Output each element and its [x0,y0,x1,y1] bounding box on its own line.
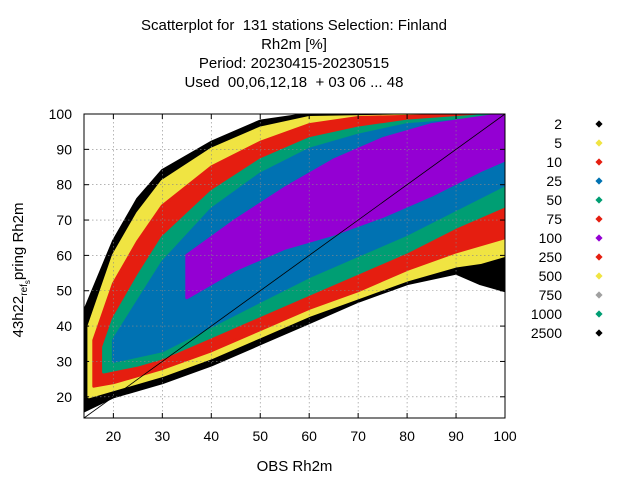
x-tick-label: 40 [203,428,219,444]
plot-frame [83,113,506,419]
legend-marker-icon [595,272,603,280]
title-line: Period: 20230415-20230515 [198,55,390,72]
x-tick-label: 50 [252,428,268,444]
legend-label: 500 [539,268,563,284]
title-line: Rh2m [%] [261,36,327,53]
diagonal-line [83,113,506,419]
legend-label: 25 [546,173,562,189]
legend-label: 2500 [531,325,562,341]
legend-label: 10 [546,154,562,170]
chart-title: Scatterplot for 131 stations Selection: … [0,16,588,92]
x-tick-label: 20 [106,428,122,444]
y-axis-label: 43h22refspring Rh2m [10,203,32,338]
y-tick-label: 20 [56,389,72,405]
legend-label: 1000 [531,306,562,322]
density-band-100 [185,114,505,300]
y-axis-label-part: 43h22 [10,296,27,338]
density-bands [84,114,505,413]
legend-marker-icon [595,139,603,147]
one-to-one-line [83,113,506,419]
legend-label: 75 [546,211,562,227]
legend-marker-icon [595,177,603,185]
y-axis-label-subscript: s [23,280,32,284]
x-axis-label: OBS Rh2m [257,458,333,475]
title-line: Scatterplot for 131 stations Selection: … [140,17,447,34]
y-axis-label-subscript: ref [19,284,30,296]
legend-marker-icon [595,291,603,299]
title-line: Used 00,06,12,18 + 03 06 ... 48 [184,74,404,91]
legend-marker-icon [595,329,603,337]
axis-ticks: 20 30 40 50 60 70 80 90 100 20 30 40 50 60 70 80 90 100 [49,106,517,444]
y-tick-label: 70 [56,212,72,228]
y-tick-label: 30 [56,353,72,369]
legend-label: 2 [554,116,562,132]
y-tick-label: 90 [56,141,72,157]
legend-marker-icon [595,310,603,318]
y-tick-label: 100 [49,106,73,122]
legend-marker-icon [595,158,603,166]
legend-marker-icon [595,253,603,261]
legend-marker-icon [595,215,603,223]
legend-label: 5 [554,135,562,151]
legend-marker-icon [595,196,603,204]
grid-lines [84,114,505,418]
legend-label: 100 [539,230,563,246]
x-tick-label: 70 [350,428,366,444]
x-tick-label: 90 [448,428,464,444]
y-tick-label: 50 [56,283,72,299]
y-tick-label: 60 [56,247,72,263]
legend-marker-icon [595,120,603,128]
y-axis-label-part: pring Rh2m [10,203,27,281]
y-tick-label: 80 [56,177,72,193]
x-tick-label: 80 [399,428,415,444]
x-tick-label: 30 [155,428,171,444]
legend-label: 750 [539,287,563,303]
x-tick-label: 100 [493,428,517,444]
y-tick-label: 40 [56,318,72,334]
legend-label: 50 [546,192,562,208]
legend-label: 250 [539,249,563,265]
legend-marker-icon [595,234,603,242]
x-tick-label: 60 [301,428,317,444]
